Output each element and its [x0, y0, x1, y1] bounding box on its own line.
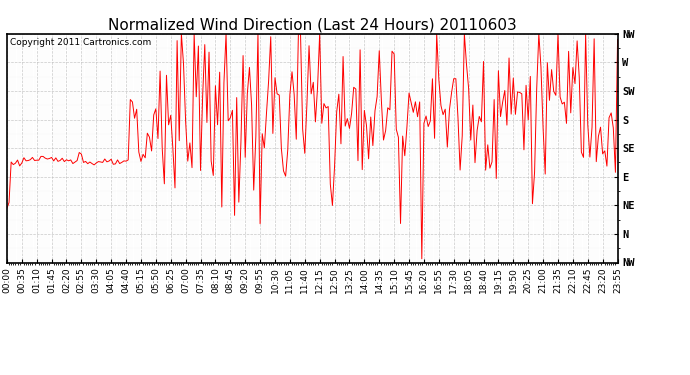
Text: Copyright 2011 Cartronics.com: Copyright 2011 Cartronics.com — [10, 38, 151, 47]
Title: Normalized Wind Direction (Last 24 Hours) 20110603: Normalized Wind Direction (Last 24 Hours… — [108, 18, 517, 33]
